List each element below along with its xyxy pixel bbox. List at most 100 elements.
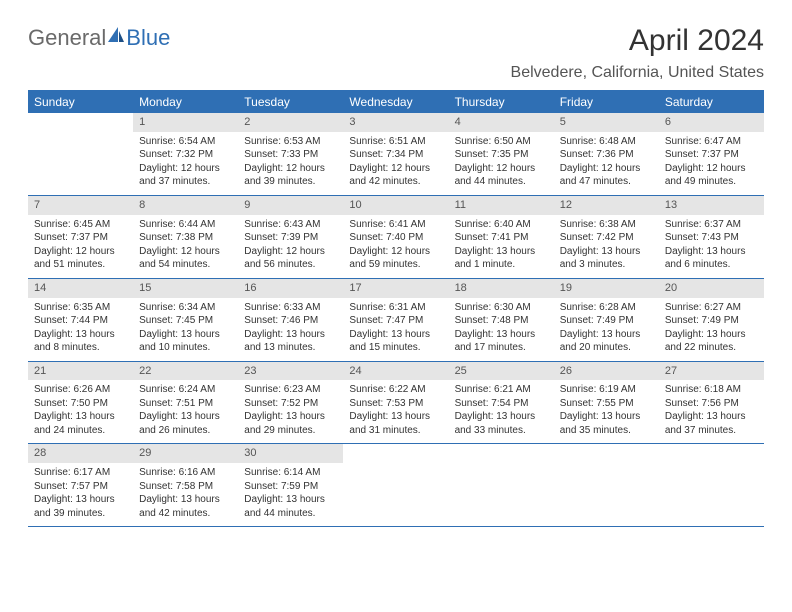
day-sunset: Sunset: 7:51 PM [139,397,232,411]
day-daylight2: and 39 minutes. [34,507,127,521]
day-daylight1: Daylight: 12 hours [455,162,548,176]
day-number: 10 [343,196,448,215]
sail-icon [104,24,126,51]
day-sunset: Sunset: 7:39 PM [244,231,337,245]
day-cell: 6Sunrise: 6:47 AMSunset: 7:37 PMDaylight… [659,113,764,195]
day-number: 11 [449,196,554,215]
day-cell: 18Sunrise: 6:30 AMSunset: 7:48 PMDayligh… [449,279,554,361]
day-content: Sunrise: 6:26 AMSunset: 7:50 PMDaylight:… [28,383,133,437]
day-daylight2: and 33 minutes. [455,424,548,438]
weekday-header: Thursday [449,91,554,113]
day-sunset: Sunset: 7:42 PM [560,231,653,245]
day-daylight1: Daylight: 13 hours [349,328,442,342]
day-number: 1 [133,113,238,132]
day-sunset: Sunset: 7:49 PM [665,314,758,328]
day-daylight2: and 49 minutes. [665,175,758,189]
day-sunrise: Sunrise: 6:23 AM [244,383,337,397]
day-number: 25 [449,362,554,381]
day-sunset: Sunset: 7:46 PM [244,314,337,328]
day-number: 6 [659,113,764,132]
day-cell: 3Sunrise: 6:51 AMSunset: 7:34 PMDaylight… [343,113,448,195]
day-daylight1: Daylight: 12 hours [244,245,337,259]
day-daylight1: Daylight: 12 hours [665,162,758,176]
day-daylight2: and 51 minutes. [34,258,127,272]
day-sunrise: Sunrise: 6:38 AM [560,218,653,232]
weekday-header-row: Sunday Monday Tuesday Wednesday Thursday… [28,91,764,113]
day-daylight2: and 54 minutes. [139,258,232,272]
day-daylight2: and 35 minutes. [560,424,653,438]
day-content: Sunrise: 6:53 AMSunset: 7:33 PMDaylight:… [238,135,343,189]
day-number: 26 [554,362,659,381]
day-sunset: Sunset: 7:34 PM [349,148,442,162]
day-sunrise: Sunrise: 6:43 AM [244,218,337,232]
day-sunset: Sunset: 7:48 PM [455,314,548,328]
day-sunset: Sunset: 7:35 PM [455,148,548,162]
day-daylight2: and 8 minutes. [34,341,127,355]
day-daylight1: Daylight: 13 hours [139,328,232,342]
day-sunset: Sunset: 7:53 PM [349,397,442,411]
day-number: 20 [659,279,764,298]
day-sunrise: Sunrise: 6:27 AM [665,301,758,315]
week-row: 28Sunrise: 6:17 AMSunset: 7:57 PMDayligh… [28,443,764,526]
day-content: Sunrise: 6:19 AMSunset: 7:55 PMDaylight:… [554,383,659,437]
day-sunset: Sunset: 7:32 PM [139,148,232,162]
day-content: Sunrise: 6:27 AMSunset: 7:49 PMDaylight:… [659,301,764,355]
day-sunrise: Sunrise: 6:35 AM [34,301,127,315]
day-daylight2: and 44 minutes. [244,507,337,521]
day-content: Sunrise: 6:23 AMSunset: 7:52 PMDaylight:… [238,383,343,437]
day-number: 23 [238,362,343,381]
day-daylight1: Daylight: 13 hours [455,410,548,424]
day-daylight1: Daylight: 13 hours [34,493,127,507]
day-sunset: Sunset: 7:59 PM [244,480,337,494]
day-cell [28,113,133,195]
day-cell: 4Sunrise: 6:50 AMSunset: 7:35 PMDaylight… [449,113,554,195]
day-sunrise: Sunrise: 6:18 AM [665,383,758,397]
day-content: Sunrise: 6:41 AMSunset: 7:40 PMDaylight:… [343,218,448,272]
day-daylight1: Daylight: 12 hours [349,162,442,176]
day-daylight2: and 37 minutes. [665,424,758,438]
day-daylight2: and 29 minutes. [244,424,337,438]
day-cell: 2Sunrise: 6:53 AMSunset: 7:33 PMDaylight… [238,113,343,195]
day-cell: 22Sunrise: 6:24 AMSunset: 7:51 PMDayligh… [133,362,238,444]
day-sunrise: Sunrise: 6:37 AM [665,218,758,232]
day-daylight2: and 24 minutes. [34,424,127,438]
day-daylight1: Daylight: 12 hours [139,162,232,176]
day-cell: 11Sunrise: 6:40 AMSunset: 7:41 PMDayligh… [449,196,554,278]
day-content: Sunrise: 6:35 AMSunset: 7:44 PMDaylight:… [28,301,133,355]
day-daylight1: Daylight: 13 hours [560,410,653,424]
day-sunrise: Sunrise: 6:53 AM [244,135,337,149]
day-content: Sunrise: 6:48 AMSunset: 7:36 PMDaylight:… [554,135,659,189]
day-daylight1: Daylight: 13 hours [665,328,758,342]
week-row: 21 Sunrise: 6:26 AMSunset: 7:50 PMDayligh… [28,361,764,444]
day-sunset: Sunset: 7:56 PM [665,397,758,411]
day-cell: 9Sunrise: 6:43 AMSunset: 7:39 PMDaylight… [238,196,343,278]
day-sunrise: Sunrise: 6:19 AM [560,383,653,397]
weekday-header: Tuesday [238,91,343,113]
week-row: 1Sunrise: 6:54 AMSunset: 7:32 PMDaylight… [28,113,764,195]
day-cell: 27Sunrise: 6:18 AMSunset: 7:56 PMDayligh… [659,362,764,444]
day-sunset: Sunset: 7:37 PM [34,231,127,245]
logo: General Blue [28,24,170,51]
day-number: 27 [659,362,764,381]
day-daylight1: Daylight: 13 hours [34,328,127,342]
header: General Blue April 2024 Belvedere, Calif… [28,24,764,82]
day-daylight1: Daylight: 13 hours [139,410,232,424]
day-daylight2: and 59 minutes. [349,258,442,272]
day-daylight2: and 22 minutes. [665,341,758,355]
day-sunset: Sunset: 7:58 PM [139,480,232,494]
day-daylight2: and 20 minutes. [560,341,653,355]
day-sunset: Sunset: 7:50 PM [34,397,127,411]
day-sunset: Sunset: 7:38 PM [139,231,232,245]
day-sunrise: Sunrise: 6:41 AM [349,218,442,232]
day-daylight1: Daylight: 13 hours [560,328,653,342]
day-number: 21 [28,362,133,381]
day-daylight2: and 26 minutes. [139,424,232,438]
day-content: Sunrise: 6:43 AMSunset: 7:39 PMDaylight:… [238,218,343,272]
day-content: Sunrise: 6:24 AMSunset: 7:51 PMDaylight:… [133,383,238,437]
day-daylight1: Daylight: 13 hours [244,328,337,342]
day-cell: 8Sunrise: 6:44 AMSunset: 7:38 PMDaylight… [133,196,238,278]
day-cell: 29Sunrise: 6:16 AMSunset: 7:58 PMDayligh… [133,444,238,526]
day-cell: 14Sunrise: 6:35 AMSunset: 7:44 PMDayligh… [28,279,133,361]
day-daylight1: Daylight: 13 hours [244,493,337,507]
day-content: Sunrise: 6:14 AMSunset: 7:59 PMDaylight:… [238,466,343,520]
